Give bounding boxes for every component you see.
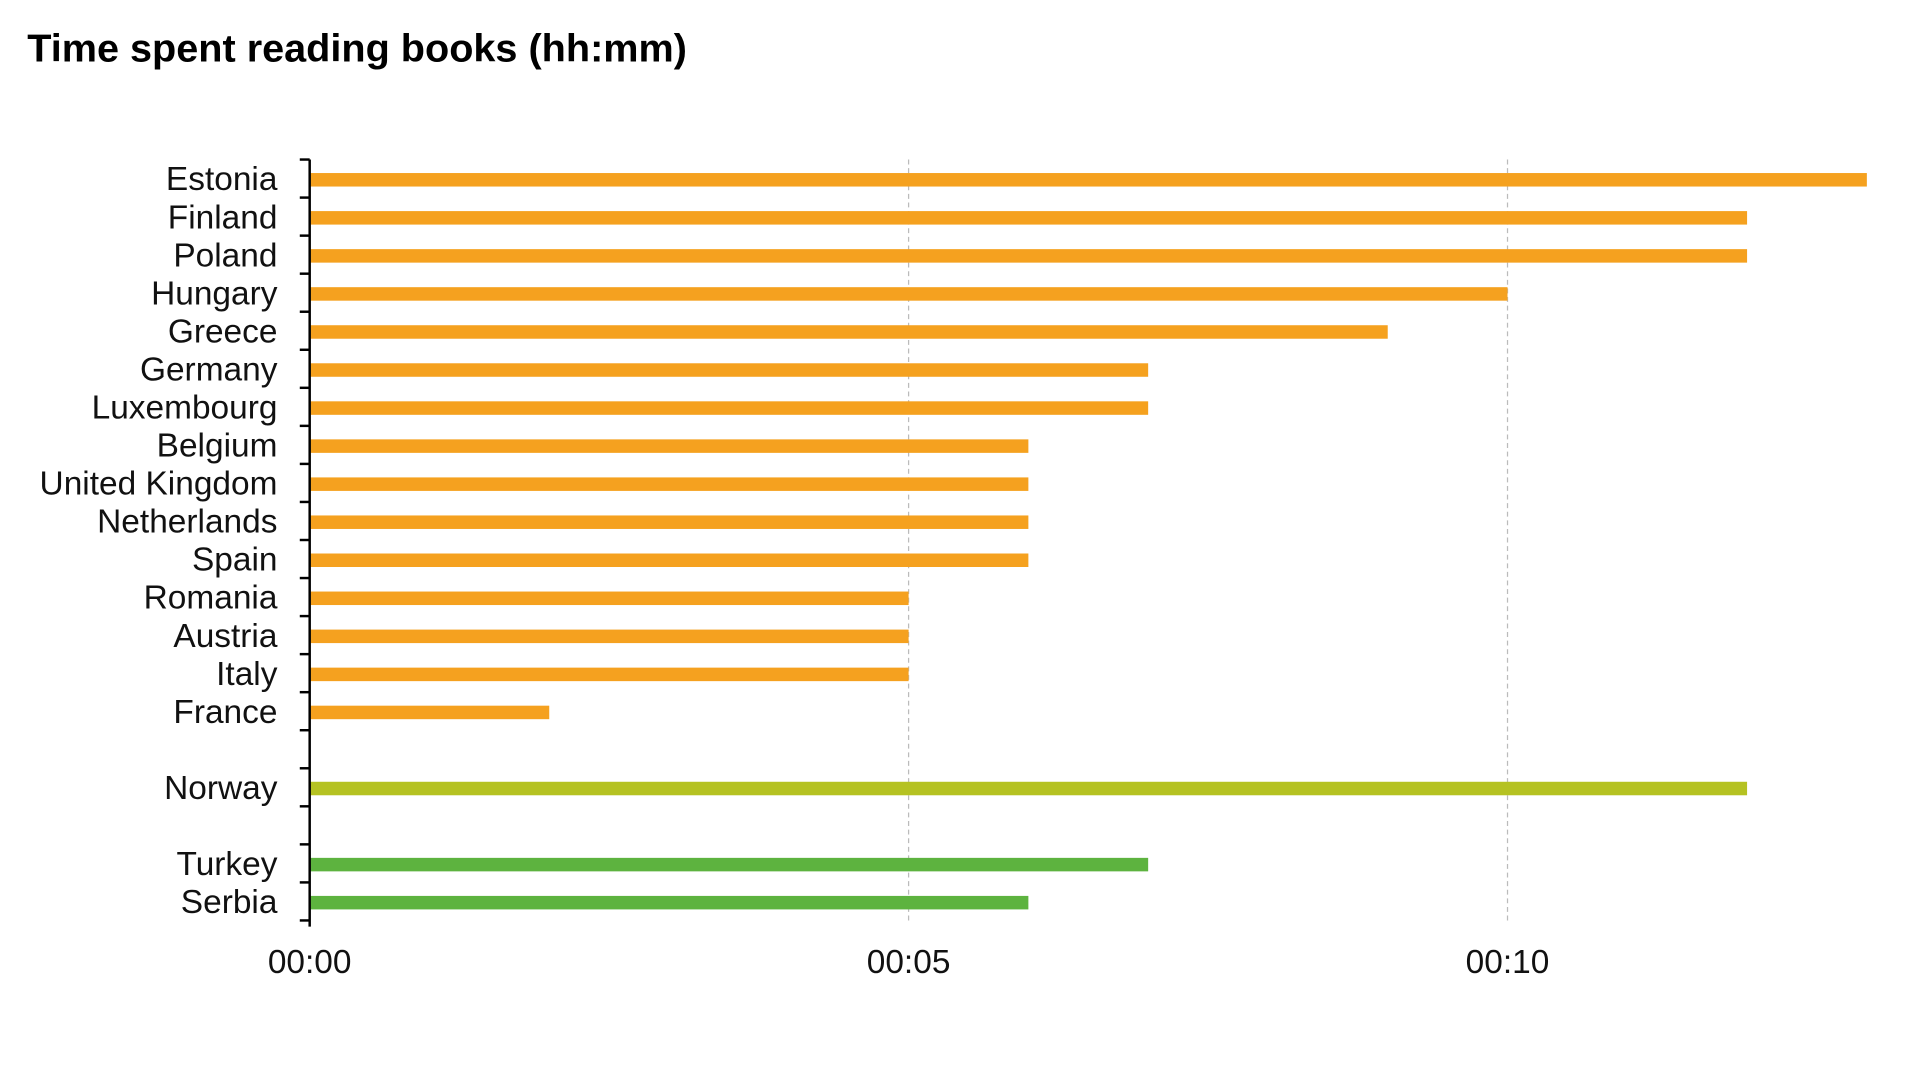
category-label: France [173,694,277,731]
bar [309,287,1508,301]
category-labels: EstoniaFinlandPolandHungaryGreeceGermany… [40,161,278,921]
bars [309,173,1867,910]
bar [309,477,1029,491]
category-label: Norway [164,770,278,807]
chart-title: Time spent reading books (hh:mm) [27,27,687,71]
bar [309,363,1149,377]
x-tick-label: 00:00 [268,944,352,981]
category-label: Finland [168,199,278,236]
x-tick-label: 00:05 [867,944,951,981]
x-tick-label: 00:10 [1466,944,1550,981]
bar [309,591,909,606]
category-label: United Kingdom [40,466,278,503]
category-label: Greece [168,314,278,351]
category-label: Austria [173,618,278,655]
category-label: Hungary [151,275,278,312]
category-label: Netherlands [97,504,277,541]
gridlines [907,159,1509,922]
x-axis-ticks: 00:00 00:05 00:10 [268,944,1550,981]
category-label: Romania [144,580,278,617]
y-axis [299,158,311,927]
bar [309,667,909,682]
category-label: Poland [173,237,277,274]
bar [309,401,1149,415]
bar [309,553,1029,567]
category-label: Luxembourg [92,390,278,427]
bar [309,781,1748,796]
bar [309,173,1867,187]
bar [309,705,550,720]
category-label: Spain [192,542,278,579]
bar [309,857,1149,872]
bar [309,515,1029,529]
category-label: Belgium [157,428,278,465]
bar [309,249,1748,263]
category-label: Germany [140,352,278,389]
category-label: Estonia [166,161,278,198]
category-label: Turkey [177,846,278,883]
category-label: Italy [216,656,278,693]
bar [309,629,909,644]
bar [309,211,1748,225]
category-label: Serbia [181,884,278,921]
bar [309,439,1029,453]
bar [309,325,1388,339]
bar [309,895,1029,910]
